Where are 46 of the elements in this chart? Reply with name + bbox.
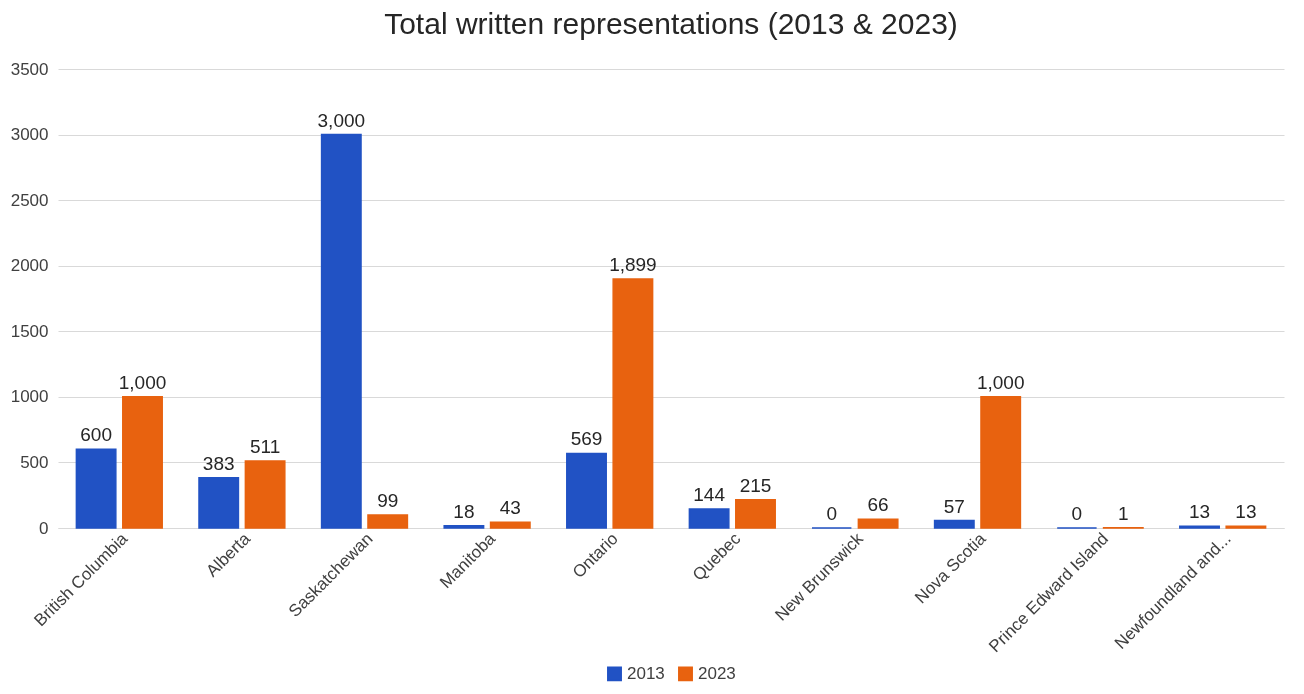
data-label: 13	[1235, 501, 1257, 523]
legend-label: 2013	[627, 663, 665, 683]
bar	[489, 521, 531, 529]
data-label: 600	[80, 424, 112, 446]
y-tick-label: 1500	[10, 321, 49, 341]
bar	[980, 396, 1022, 529]
data-label: 1,000	[118, 371, 167, 393]
bar	[75, 448, 117, 529]
chart-title: Total written representations (2013 & 2023)	[384, 7, 958, 40]
data-label: 511	[249, 435, 281, 457]
bar	[688, 508, 730, 529]
y-tick-label: 3500	[10, 59, 49, 79]
bar	[566, 452, 607, 529]
data-label: 66	[867, 494, 889, 516]
data-label: 1	[1118, 502, 1129, 524]
data-label: 144	[693, 484, 726, 506]
bar	[857, 518, 899, 529]
data-label: 1,000	[976, 371, 1025, 393]
data-label: 383	[202, 452, 235, 474]
bar	[443, 524, 485, 529]
y-tick-label: 2500	[10, 190, 49, 210]
data-label: 569	[570, 428, 603, 450]
bar	[933, 519, 975, 529]
data-label: 0	[1071, 503, 1083, 524]
bar	[320, 133, 362, 529]
data-label: 0	[826, 503, 837, 524]
data-label: 18	[453, 500, 475, 522]
data-label: 99	[377, 490, 399, 512]
bar	[198, 477, 240, 529]
bar	[612, 278, 654, 529]
y-tick-label: 2000	[10, 256, 49, 276]
y-tick-label: 0	[39, 518, 49, 538]
y-tick-label: 3000	[10, 125, 49, 145]
data-label: 3,000	[317, 109, 366, 131]
bar	[122, 396, 163, 529]
bar	[367, 514, 409, 529]
y-tick-label: 1000	[10, 387, 49, 407]
bar	[244, 460, 286, 529]
data-label: 43	[499, 497, 521, 519]
y-tick-label: 500	[20, 452, 49, 472]
data-label: 1,899	[609, 253, 657, 275]
data-label: 57	[943, 495, 965, 517]
data-label: 215	[739, 474, 772, 496]
legend-label: 2023	[698, 663, 736, 683]
bar	[735, 499, 776, 529]
data-label: 13	[1188, 501, 1211, 523]
